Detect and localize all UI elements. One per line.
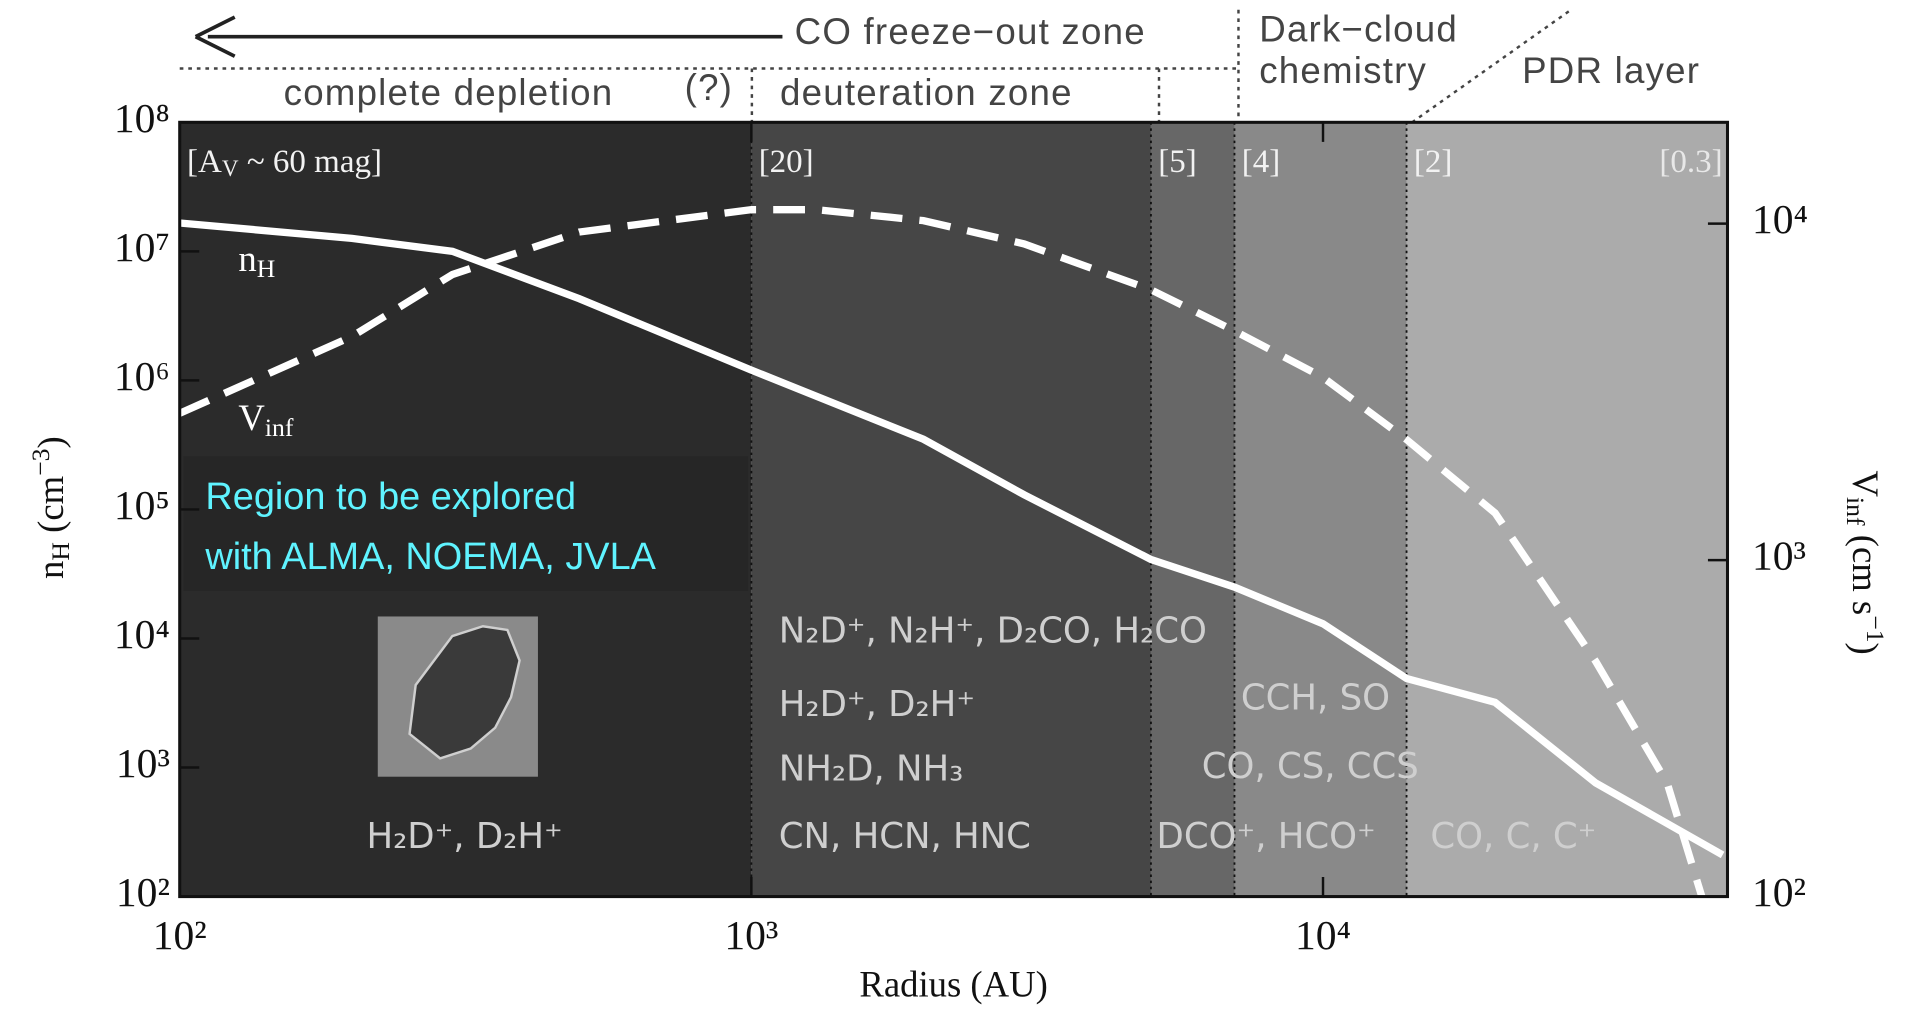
region-note: with ALMA, NOEMA, JVLA [204,536,656,578]
av-label: [2] [1414,143,1452,179]
av-label: [4] [1242,143,1280,179]
annotation: PDR layer [1522,50,1700,91]
molecule-list: CCH, SO [1241,678,1390,719]
curve-label-part: V [238,397,265,438]
av-label-part: ~ 60 mag] [239,143,382,179]
curve-label: nH [238,238,275,282]
molecule-list: CO, C, C⁺ [1430,816,1596,857]
curve-label-part: inf [265,413,294,442]
y-axis-label-part: ) [30,436,71,448]
y2-axis-label-part: (cm s [1844,526,1885,616]
zone [1234,122,1407,897]
av-label: [20] [759,143,814,179]
annotation: Dark−cloud [1259,8,1458,49]
av-label-part: [5] [1158,143,1196,179]
grain [408,625,521,760]
y-axis-label-part: (cm [30,476,71,542]
y2-tick-label: 10⁴ [1752,196,1808,242]
zone [751,122,1151,897]
av-label: [AV ~ 60 mag] [187,143,382,181]
x-tick-label: 10⁴ [1295,912,1351,958]
av-label-part: [20] [759,143,814,179]
region-note: Region to be explored [205,476,576,518]
divider [1411,8,1572,124]
annotation: complete depletion [284,72,614,113]
annotation: deuteration zone [780,72,1073,113]
y-tick-label: 10² [116,869,170,915]
annotation: CO freeze−out zone [795,11,1146,52]
y-axis-label-part: −3 [26,449,55,476]
molecule-list: DCO⁺, HCO⁺ [1157,816,1376,857]
molecule-list: NH₂D, NH₃ [779,749,964,790]
arrow-head [194,15,236,58]
y-tick-label: 10⁵ [114,482,170,528]
curve-label: Vinf [238,397,293,441]
av-label-part: V [222,155,239,181]
y-tick-label: 10⁶ [114,353,170,399]
line [178,205,1706,898]
y2-tick-label: 10² [1752,869,1806,915]
av-label-part: [A [187,143,222,179]
annotation: (?) [685,67,733,108]
y2-axis-label-part: −1 [1861,615,1890,642]
zones [179,122,1728,897]
line [179,219,1725,859]
y-tick-label: 10⁷ [114,224,170,270]
y2-axis-label: Vinf (cm s−1) [1841,471,1889,655]
y2-axis-label-part: V [1844,471,1885,498]
zone [1406,122,1728,897]
y-axis-label-part: n [30,561,71,579]
molecule-list: H₂D⁺, D₂H⁺ [779,684,975,725]
molecule-list: CO, CS, CCS [1202,746,1419,787]
dust-grain-image [377,616,538,777]
av-label-part: [4] [1242,143,1280,179]
note-box [183,456,749,591]
y-axis-label-part: H [46,542,75,561]
y-tick-label: 10³ [116,740,170,786]
y-tick-label: 10⁴ [114,611,170,657]
y-axis-label: nH (cm−3) [26,436,74,579]
x-tick-label: 10³ [724,912,778,958]
molecule-list: N₂D⁺, N₂H⁺, D₂CO, H₂CO [779,610,1207,651]
molecule-list: H₂D⁺, D₂H⁺ [366,816,562,857]
av-label-part: [2] [1414,143,1452,179]
curve-label-part: n [238,238,256,279]
plot [178,205,1725,898]
x-axis-label: Radius (AU) [859,964,1047,1005]
molecule-list: CN, HCN, HNC [779,816,1031,857]
y2-axis-label-part: inf [1841,497,1870,526]
av-label: [5] [1158,143,1196,179]
y2-axis-label-part: ) [1844,643,1885,655]
x-tick-label: 10² [153,912,207,958]
annotation: chemistry [1259,50,1427,91]
av-label: [0.3] [1659,143,1722,179]
zone [1150,122,1235,897]
curve-label-part: H [257,254,276,283]
y-tick-label: 10⁸ [114,95,170,141]
y2-tick-label: 10³ [1752,533,1806,579]
av-label-part: [0.3] [1659,143,1722,179]
